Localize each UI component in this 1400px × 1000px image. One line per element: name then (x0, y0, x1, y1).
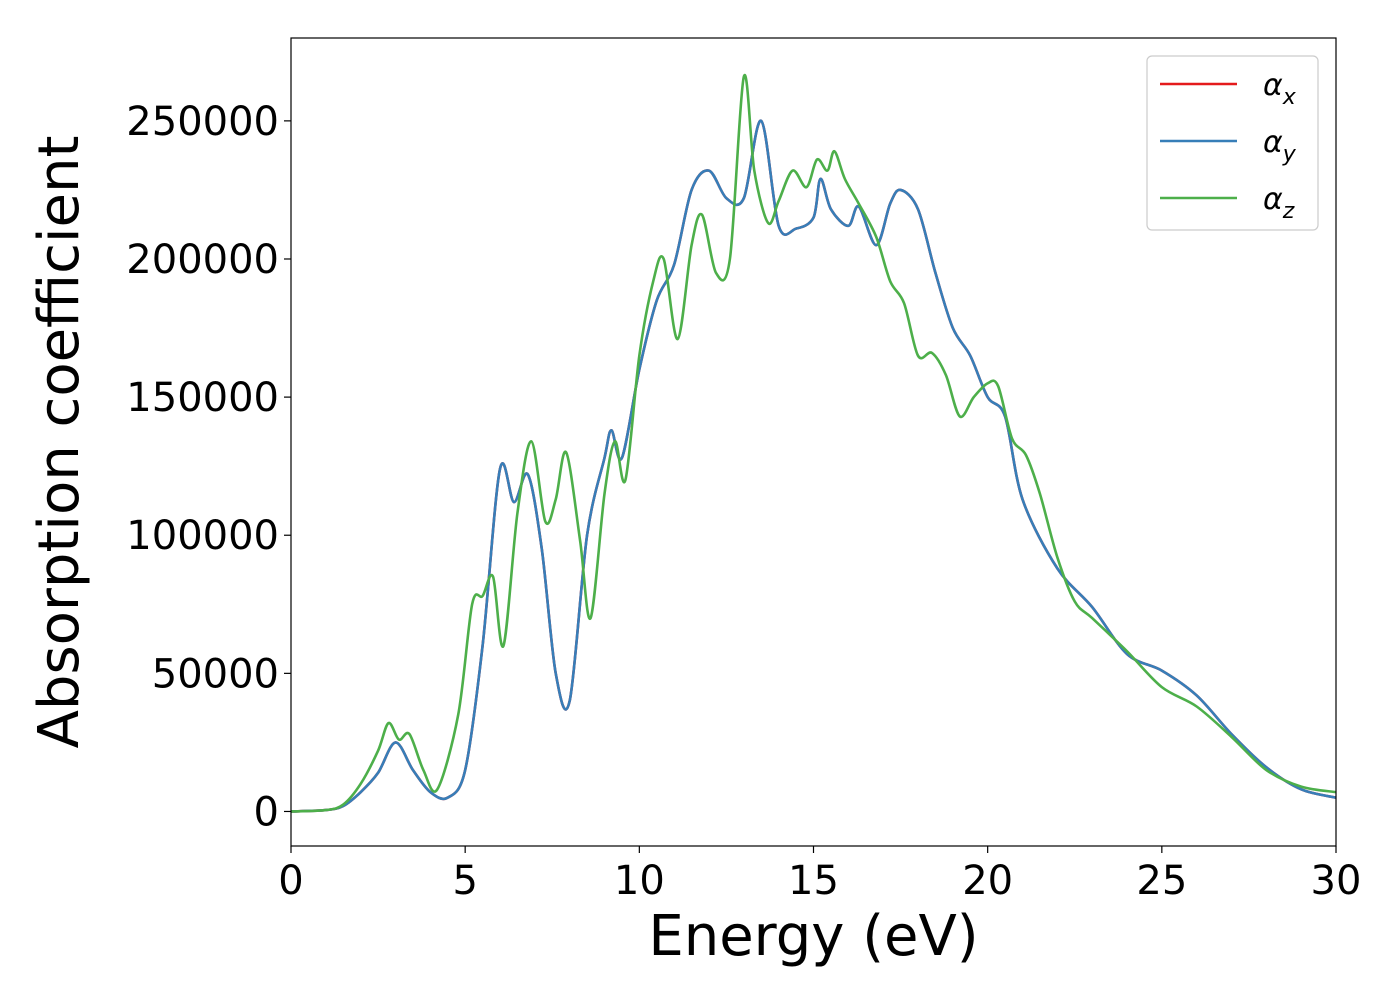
y-tick-label: 150000 (126, 375, 279, 421)
y-tick-label: 200000 (126, 237, 279, 283)
legend-label-z: αz (1263, 182, 1295, 224)
x-tick-label: 20 (962, 858, 1013, 904)
series-line-y (291, 119, 1336, 813)
legend-label-subscript: z (1282, 199, 1295, 224)
x-tick-label: 10 (614, 858, 665, 904)
x-tick-label: 25 (1136, 858, 1187, 904)
x-tick-label: 15 (788, 858, 839, 904)
legend-label-y: αy (1263, 125, 1297, 167)
x-axis-title: Energy (eV) (648, 904, 978, 969)
y-tick-label: 50000 (152, 651, 279, 697)
x-tick-label: 30 (1311, 858, 1362, 904)
y-tick-label: 250000 (126, 99, 279, 145)
series-layer (291, 73, 1336, 813)
y-tick-label: 0 (254, 789, 279, 835)
y-tick-label: 100000 (126, 513, 279, 559)
legend-label-subscript: y (1282, 142, 1297, 167)
x-tick-label: 0 (278, 858, 303, 904)
x-tick-label: 5 (452, 858, 477, 904)
legend-label-symbol: α (1263, 182, 1283, 217)
series-line-z (291, 73, 1336, 813)
y-axis-title: Absorption coefficient (27, 136, 92, 749)
axes-layer: 0 5 10 15 20 25 30 0 50000 100000 150000 200000 2500… (126, 37, 1362, 904)
legend-label-subscript: x (1282, 85, 1297, 110)
legend-label-symbol: α (1263, 125, 1283, 160)
legend-box (1146, 55, 1319, 231)
legend-label-x: αx (1263, 68, 1297, 110)
legend-label-symbol: α (1263, 68, 1283, 103)
